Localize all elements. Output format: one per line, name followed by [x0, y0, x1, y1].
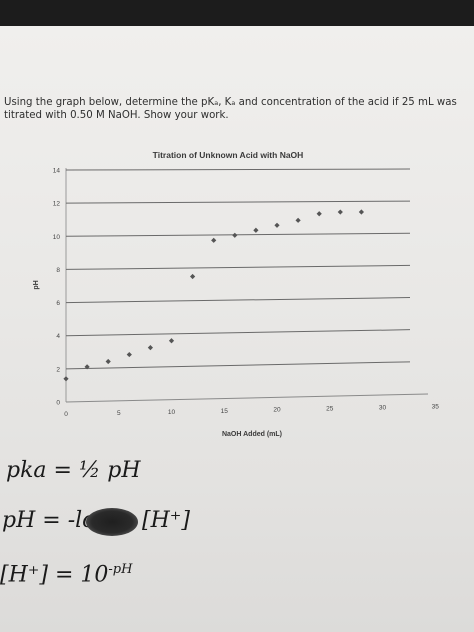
gridline — [65, 232, 411, 237]
data-point — [190, 273, 196, 280]
x-axis-line — [65, 393, 429, 403]
x-tick-label: 0 — [64, 411, 68, 418]
y-tick-label: 2 — [56, 366, 60, 373]
data-point — [84, 364, 90, 370]
gridline — [65, 361, 411, 370]
handwritten-exponent: -pH — [108, 562, 133, 577]
data-point — [232, 232, 238, 238]
x-tick-label: 5 — [117, 410, 121, 417]
gridline — [65, 168, 411, 171]
x-tick-label: 20 — [273, 407, 281, 414]
handwritten-h-equation: [H⁺] = 10-pH — [0, 562, 132, 587]
y-tick-labels: 0 2 4 6 8 10 12 14 — [53, 168, 61, 407]
y-tick-label: 4 — [56, 333, 60, 340]
gridline — [65, 200, 411, 204]
x-tick-label: 10 — [168, 409, 176, 416]
x-axis-label: NaOH Added (mL) — [222, 431, 282, 438]
chart-gridlines — [65, 168, 429, 403]
data-point — [337, 209, 343, 215]
y-tick-label: 8 — [56, 267, 60, 274]
x-tick-label: 35 — [432, 403, 440, 410]
data-point — [295, 217, 301, 223]
y-tick-label: 6 — [56, 300, 60, 307]
data-point — [211, 237, 217, 243]
handwritten-h-equation-base: [H⁺] = 10 — [0, 562, 109, 588]
data-point — [358, 209, 364, 215]
x-tick-label: 30 — [379, 405, 387, 412]
handwritten-pka-equation: pka = ½ pH — [6, 458, 141, 483]
gridline — [65, 329, 411, 337]
data-point — [274, 222, 280, 228]
data-point — [63, 376, 69, 382]
data-points — [63, 209, 364, 382]
y-tick-label: 0 — [56, 400, 60, 407]
gridline — [65, 297, 411, 304]
data-point — [316, 211, 322, 217]
data-point — [168, 338, 175, 344]
question-text: Using the graph below, determine the pKₐ… — [4, 96, 470, 122]
y-tick-label: 14 — [53, 168, 61, 175]
data-point — [105, 358, 111, 365]
scribble-mark — [86, 508, 138, 536]
chart-title: Titration of Unknown Acid with NaOH — [153, 150, 304, 160]
x-tick-label: 25 — [326, 406, 334, 413]
top-shadow — [0, 0, 474, 28]
y-tick-label: 12 — [53, 201, 61, 208]
question-line-2: titrated with 0.50 M NaOH. Show your wor… — [4, 110, 229, 121]
handwritten-h-concentration: [H⁺] — [142, 508, 190, 533]
y-tick-label: 10 — [53, 234, 61, 241]
question-line-1: Using the graph below, determine the pKₐ… — [4, 97, 457, 108]
x-tick-labels: 0 5 10 15 20 25 30 35 — [64, 403, 439, 418]
gridline — [65, 264, 411, 270]
data-point — [126, 351, 132, 358]
x-tick-label: 15 — [221, 408, 229, 415]
y-axis-label: pH — [33, 280, 40, 289]
worksheet-paper — [0, 26, 474, 632]
data-point — [147, 345, 153, 351]
data-point — [253, 227, 259, 233]
